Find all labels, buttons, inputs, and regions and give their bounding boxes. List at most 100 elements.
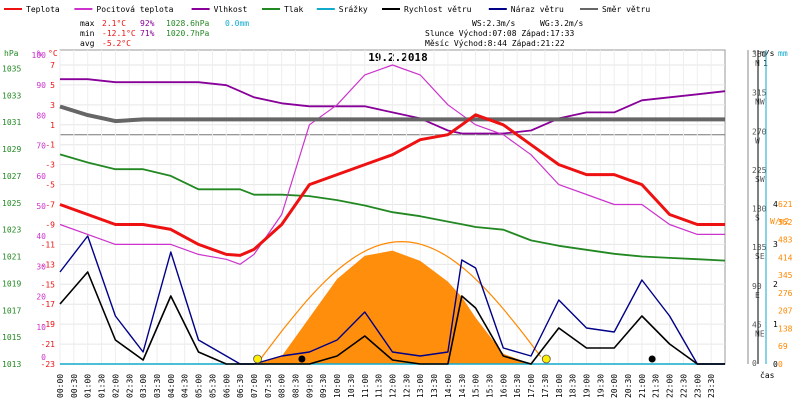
time-tick-label: 21:30 — [652, 374, 661, 398]
stats-min-temp: -12.1°C — [102, 29, 136, 38]
sun-wg: WG:3.2m/s — [540, 19, 584, 28]
plot-area — [59, 64, 726, 365]
solar-tick-label: 414 — [778, 253, 793, 262]
hpa-tick-label: 1015 — [2, 333, 21, 342]
ms-tick-label: 0 — [773, 360, 778, 369]
stats-max-rain: 0.0mm — [225, 19, 249, 28]
hpa-tick-label: 1027 — [2, 172, 21, 181]
time-tick-label: 20:30 — [624, 374, 633, 398]
solar-tick-label: 276 — [778, 289, 793, 298]
c-tick-label: 7 — [50, 61, 55, 70]
pct-tick-label: 70 — [36, 142, 46, 151]
stats-min-label: min — [80, 29, 95, 38]
pct-tick-label: 80 — [36, 111, 46, 120]
time-tick-label: 07:00 — [250, 374, 259, 398]
time-tick-label: 23:30 — [707, 374, 716, 398]
sunrise-marker — [253, 354, 262, 364]
chart-title: 19.2.2018 — [368, 51, 428, 64]
time-tick-label: 03:30 — [153, 374, 162, 398]
time-axis-label: čas — [760, 370, 775, 380]
time-tick-label: 01:30 — [98, 374, 107, 398]
dir-tick-label: SW — [755, 175, 765, 184]
hpa-tick-label: 1035 — [2, 64, 21, 73]
hpa-tick-label: 1033 — [2, 91, 21, 100]
solar-tick-label: 483 — [778, 236, 793, 245]
c-tick-label: -11 — [41, 240, 56, 249]
legend-label: Teplota — [26, 5, 60, 14]
stats-min-press: 1020.7hPa — [166, 29, 210, 38]
sun-ws: WS:2.3m/s — [472, 19, 516, 28]
time-tick-label: 00:00 — [56, 374, 65, 398]
ms-unit-label: m/s — [760, 49, 775, 58]
time-tick-label: 06:30 — [236, 374, 245, 398]
c-tick-label: 3 — [50, 101, 55, 110]
time-tick-label: 07:30 — [264, 374, 273, 398]
deg-tick-label: 270 — [752, 127, 767, 136]
deg-tick-label: 180 — [752, 205, 767, 214]
time-tick-label: 14:30 — [458, 374, 467, 398]
c-tick-label: -9 — [45, 220, 55, 229]
series-wind-direction — [59, 104, 725, 124]
time-tick-label: 18:00 — [555, 374, 564, 398]
deg-tick-label: 0 — [752, 359, 757, 368]
time-tick-label: 05:30 — [208, 374, 217, 398]
time-tick-label: 17:00 — [527, 374, 536, 398]
time-tick-label: 14:00 — [444, 374, 453, 398]
legend-label: Pocitová teplota — [96, 5, 173, 14]
pct-tick-label: 50 — [36, 202, 46, 211]
pct-tick-label: 10 — [36, 323, 46, 332]
time-tick-label: 13:00 — [416, 374, 425, 398]
time-tick-label: 16:30 — [513, 374, 522, 398]
solar-tick-label: 138 — [778, 324, 793, 333]
series-pressure — [59, 153, 726, 262]
c-tick-label: -13 — [41, 260, 56, 269]
moonset-marker — [648, 355, 656, 363]
hpa-tick-label: 1017 — [2, 306, 21, 315]
pct-tick-label: 100 — [32, 51, 47, 60]
c-tick-label: -3 — [45, 161, 55, 170]
mm-unit-label: mm — [778, 49, 788, 58]
time-tick-label: 00:30 — [70, 374, 79, 398]
time-tick-label: 15:30 — [485, 374, 494, 398]
pct-tick-label: 60 — [36, 172, 46, 181]
series-wind-gust — [59, 235, 725, 365]
time-tick-label: 10:00 — [333, 374, 342, 398]
legend-label: Rychlost větru — [404, 5, 472, 14]
hpa-tick-label: 1013 — [2, 360, 21, 369]
c-unit-label: °C — [48, 49, 58, 58]
stats-max-temp: 2.1°C — [102, 19, 126, 28]
wm2-unit-label: W/m2 — [770, 217, 789, 226]
deg-unit-label: ° — [752, 49, 757, 58]
time-tick-label: 04:30 — [181, 374, 190, 398]
pct-tick-label: 0 — [41, 353, 46, 362]
time-tick-label: 08:30 — [292, 374, 301, 398]
ms-tick-label: 1 — [773, 320, 778, 329]
ms-tick-label: 3 — [773, 240, 778, 249]
time-tick-label: 19:00 — [582, 374, 591, 398]
dir-tick-label: NE — [755, 329, 765, 338]
time-tick-label: 08:00 — [278, 374, 287, 398]
c-tick-label: -17 — [41, 300, 56, 309]
time-tick-label: 01:00 — [84, 374, 93, 398]
stats-max-hum: 92% — [140, 19, 155, 28]
time-tick-label: 04:00 — [167, 374, 176, 398]
time-tick-label: 12:00 — [389, 374, 398, 398]
hpa-tick-label: 1031 — [2, 118, 21, 127]
c-tick-label: -23 — [41, 360, 56, 369]
c-tick-label: -5 — [45, 181, 55, 190]
time-tick-label: 11:00 — [361, 374, 370, 398]
time-tick-label: 23:00 — [693, 374, 702, 398]
time-tick-label: 12:30 — [402, 374, 411, 398]
series-wind-speed — [59, 271, 725, 365]
c-tick-label: -19 — [41, 320, 56, 329]
sunset-marker — [541, 354, 551, 364]
hpa-unit-label: hPa — [4, 49, 19, 58]
solar-tick-label: 345 — [778, 271, 793, 280]
time-tick-label: 17:30 — [541, 374, 550, 398]
time-tick-label: 22:30 — [679, 374, 688, 398]
c-tick-label: 5 — [50, 81, 55, 90]
series-solar-max — [256, 240, 542, 365]
stats-max-label: max — [80, 19, 95, 28]
solar-tick-label: 0 — [778, 360, 783, 369]
